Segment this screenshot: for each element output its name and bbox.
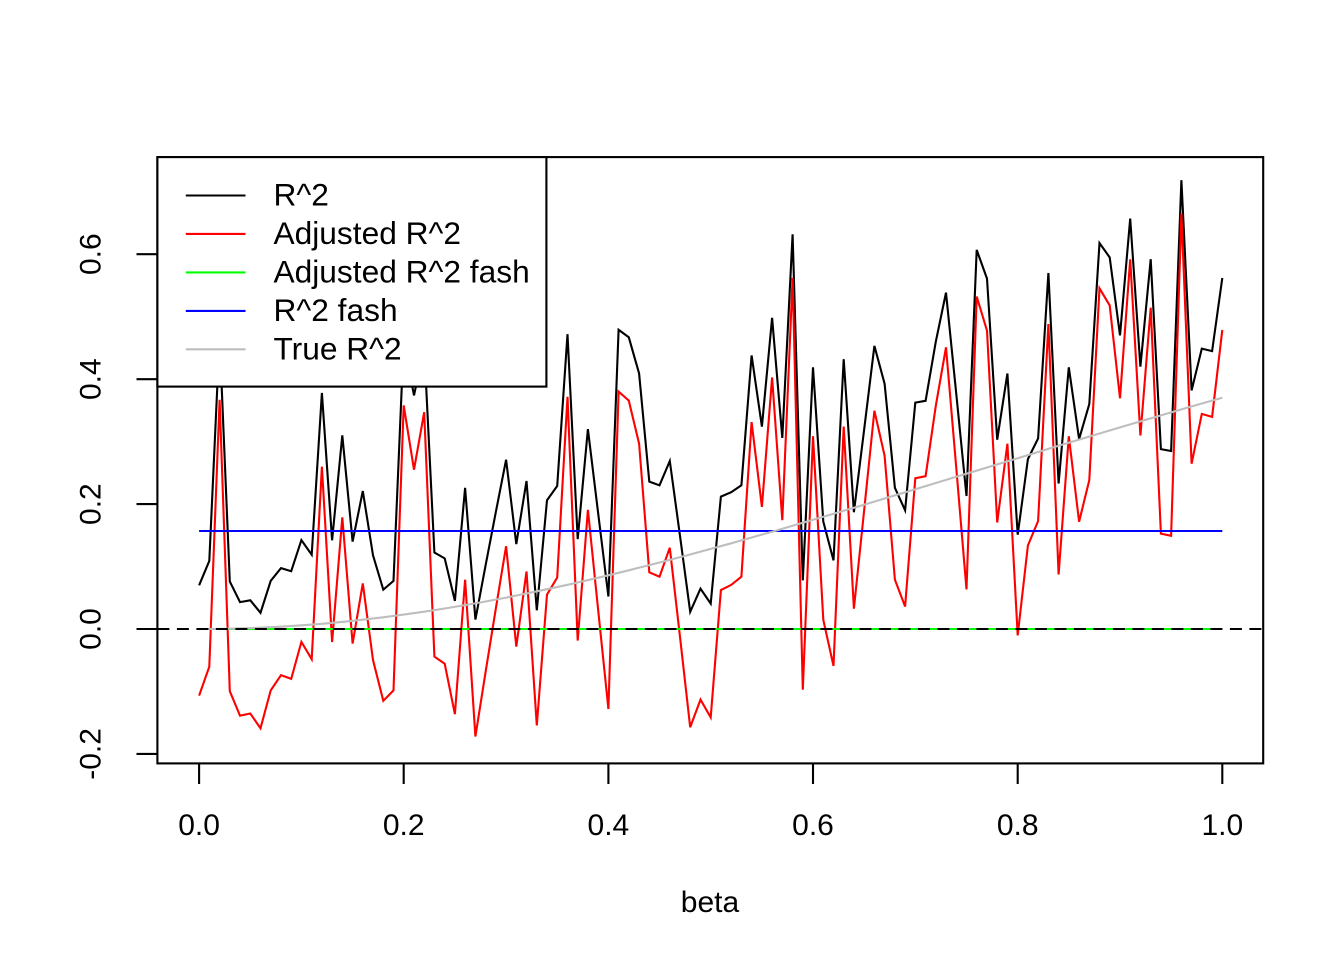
svg-text:Adjusted R^2: Adjusted R^2 (274, 215, 462, 251)
svg-text:0.0: 0.0 (178, 809, 220, 842)
svg-text:0.4: 0.4 (588, 809, 630, 842)
svg-text:True R^2: True R^2 (274, 330, 402, 366)
svg-text:0.4: 0.4 (75, 358, 108, 400)
svg-text:0.2: 0.2 (383, 809, 425, 842)
svg-text:R^2: R^2 (274, 177, 329, 213)
svg-text:-0.2: -0.2 (75, 728, 108, 780)
svg-text:0.0: 0.0 (75, 608, 108, 650)
svg-text:0.2: 0.2 (75, 483, 108, 525)
svg-text:0.6: 0.6 (75, 233, 108, 275)
svg-text:0.8: 0.8 (997, 809, 1039, 842)
svg-text:beta: beta (681, 886, 740, 919)
svg-text:0.6: 0.6 (792, 809, 834, 842)
svg-text:R^2 fash: R^2 fash (274, 292, 398, 328)
svg-text:1.0: 1.0 (1201, 809, 1243, 842)
svg-text:Adjusted R^2 fash: Adjusted R^2 fash (274, 253, 530, 289)
